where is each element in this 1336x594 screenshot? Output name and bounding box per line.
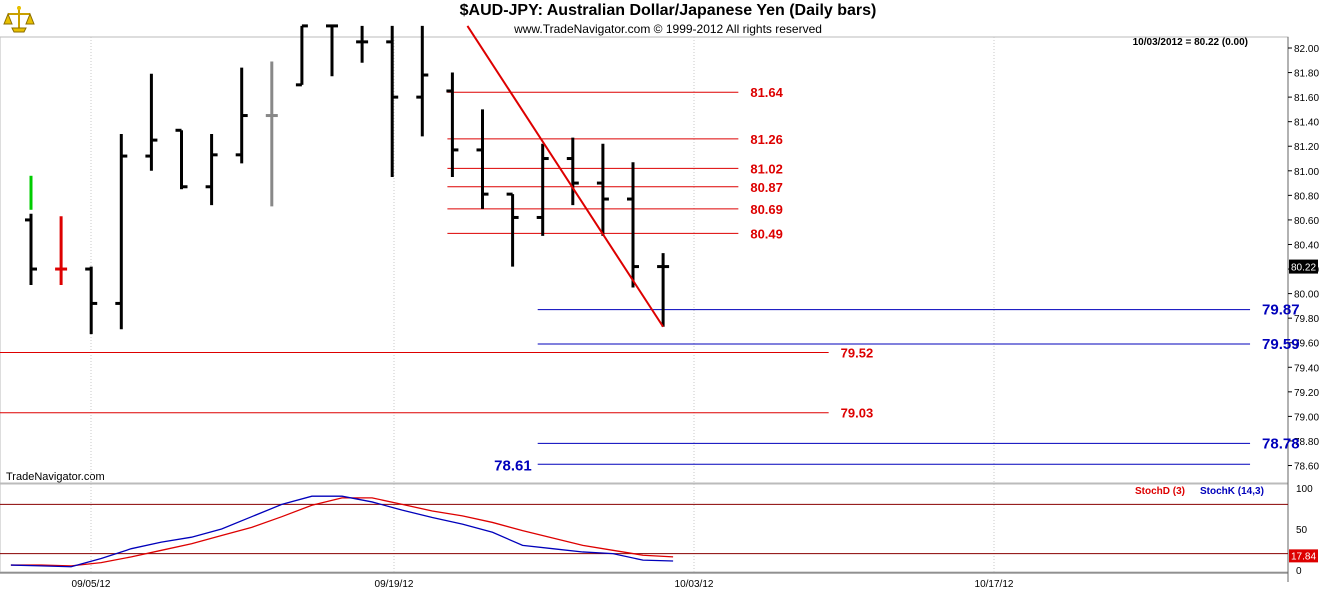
stoch-series-line	[10, 497, 674, 567]
y-tick-label: 81.60	[1294, 93, 1319, 104]
x-tick-label: 10/17/12	[975, 579, 1014, 590]
stoch-y-tick-label: 50	[1296, 525, 1308, 536]
stoch-series-line	[10, 495, 674, 568]
watermark: TradeNavigator.com	[6, 471, 105, 483]
level-label-79.59: 79.59	[1262, 336, 1300, 353]
y-tick-label: 79.80	[1294, 314, 1319, 325]
price-readout: 10/03/2012 = 80.22 (0.00)	[1132, 37, 1248, 48]
level-label-81.64: 81.64	[750, 85, 783, 100]
level-label-78.78: 78.78	[1262, 435, 1300, 452]
y-tick-label: 80.60	[1294, 216, 1319, 227]
level-label-80.87: 80.87	[750, 180, 783, 195]
y-tick-label: 81.80	[1294, 69, 1319, 80]
last-price-box	[1289, 259, 1318, 274]
y-tick-label: 78.60	[1294, 462, 1319, 473]
level-label-81.26: 81.26	[750, 132, 783, 147]
y-tick-label: 82.00	[1294, 44, 1319, 55]
stochk-legend: StochK (14,3)	[1200, 486, 1264, 497]
y-tick-label: 78.80	[1294, 437, 1319, 448]
stoch-last-value-box	[1289, 549, 1318, 563]
y-tick-label: 79.00	[1294, 412, 1319, 423]
trendline	[466, 25, 664, 328]
last-price-label: 80.22	[1291, 263, 1316, 274]
level-label-81.02: 81.02	[750, 161, 783, 176]
y-tick-label: 79.20	[1294, 388, 1319, 399]
chart-title: $AUD-JPY: Australian Dollar/Japanese Yen…	[459, 2, 877, 19]
level-label-79.87: 79.87	[1262, 302, 1300, 319]
stoch-panel-frame	[0, 483, 1289, 573]
x-tick-label: 09/19/12	[375, 579, 414, 590]
x-tick-label: 09/05/12	[72, 579, 111, 590]
level-label-80.69: 80.69	[750, 202, 783, 217]
level-label-78.61: 78.61	[494, 457, 532, 474]
stoch-last-value-label: 17.84	[1291, 551, 1316, 562]
stoch-y-tick-label: 0	[1296, 566, 1302, 577]
level-label-79.52: 79.52	[841, 346, 874, 361]
y-tick-label: 79.40	[1294, 363, 1319, 374]
y-tick-label: 81.20	[1294, 142, 1319, 153]
level-label-79.03: 79.03	[841, 406, 874, 421]
stochd-legend: StochD (3)	[1135, 486, 1185, 497]
y-tick-label: 81.00	[1294, 167, 1319, 178]
y-tick-label: 80.00	[1294, 290, 1319, 301]
level-label-80.49: 80.49	[750, 226, 783, 241]
chart-subtitle: www.TradeNavigator.com © 1999-2012 All r…	[514, 22, 822, 36]
y-tick-label: 80.80	[1294, 191, 1319, 202]
y-tick-label: 81.40	[1294, 118, 1319, 129]
x-tick-label: 10/03/12	[675, 579, 714, 590]
price-panel-frame	[0, 36, 1289, 484]
y-tick-label: 80.40	[1294, 240, 1319, 251]
y-tick-label: 79.60	[1294, 339, 1319, 350]
stoch-y-tick-label: 100	[1296, 484, 1313, 495]
trade-navigator-logo-icon	[3, 6, 35, 33]
